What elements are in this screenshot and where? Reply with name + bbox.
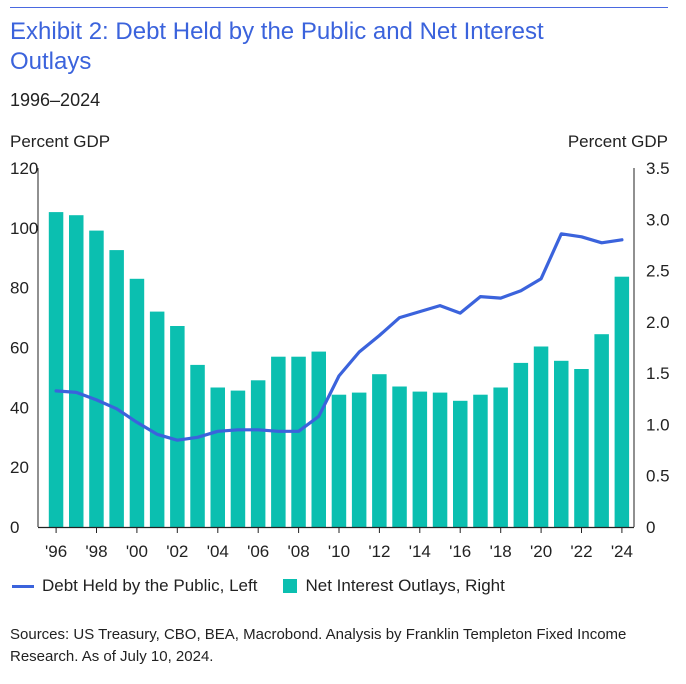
x-tick-label: '10 <box>328 542 350 561</box>
bar-2015 <box>432 392 448 527</box>
chart-area: 120 100 80 60 40 20 0 3.5 3.0 2.5 2.0 1.5 1.0 0.5 0 '… <box>10 159 670 561</box>
x-tick-label: '16 <box>449 542 471 561</box>
x-tick-label: '12 <box>368 542 390 561</box>
left-tick-label: 120 <box>10 159 38 178</box>
debt-line <box>54 232 624 442</box>
x-tick-label: '14 <box>409 542 431 561</box>
bar-2018 <box>493 387 508 527</box>
bar-2019 <box>513 362 529 527</box>
bar-1997 <box>69 215 84 527</box>
bar-2016 <box>453 400 468 527</box>
bar-2003 <box>190 364 205 527</box>
right-tick-labels: 3.5 3.0 2.5 2.0 1.5 1.0 0.5 0 <box>646 159 670 537</box>
top-rule <box>10 7 668 8</box>
x-tick-label: '18 <box>490 542 512 561</box>
x-tick-label: '20 <box>530 542 552 561</box>
chart-title: Exhibit 2: Debt Held by the Public and N… <box>10 18 544 75</box>
right-tick-label: 3.0 <box>646 210 670 229</box>
bar-2010 <box>331 394 347 527</box>
left-tick-label: 40 <box>10 398 29 417</box>
line-series <box>54 232 624 442</box>
left-tick-label: 0 <box>10 518 19 537</box>
x-tick-label: '02 <box>166 542 188 561</box>
legend-line-swatch <box>12 584 34 588</box>
bar-2023 <box>594 334 609 527</box>
bar-2012 <box>372 374 387 527</box>
bar-2020 <box>533 346 549 527</box>
left-axis-unit: Percent GDP <box>10 132 111 151</box>
bar-2008 <box>291 356 306 527</box>
left-tick-label: 20 <box>10 458 29 477</box>
bar-2005 <box>230 390 246 527</box>
bar-2001 <box>149 311 165 527</box>
x-tick-label: '00 <box>126 542 148 561</box>
bar-2014 <box>412 391 428 527</box>
bar-series <box>48 212 630 527</box>
x-tick-labels: '96 '98 '00 '02 '04 '06 '08 '10 '12 '14 '16 '18 '20 '… <box>45 527 633 561</box>
legend-line-label: Debt Held by the Public, Left <box>42 576 258 595</box>
x-tick-label: '06 <box>247 542 269 561</box>
right-tick-label: 0 <box>646 518 655 537</box>
x-tick-label: '04 <box>207 542 229 561</box>
x-tick-label: '24 <box>611 542 633 561</box>
bar-2002 <box>170 326 185 527</box>
source-note: Sources: US Treasury, CBO, BEA, Macrobon… <box>10 626 627 665</box>
right-tick-label: 1.5 <box>646 364 670 383</box>
left-tick-label: 100 <box>10 219 38 238</box>
x-tick-label: '96 <box>45 542 67 561</box>
x-tick-label: '08 <box>288 542 310 561</box>
bar-2006 <box>250 380 266 527</box>
x-tick-label: '98 <box>85 542 107 561</box>
bar-2024 <box>614 276 630 527</box>
right-tick-label: 2.5 <box>646 262 670 281</box>
bar-2013 <box>392 386 407 527</box>
bar-2022 <box>574 369 589 527</box>
bar-2021 <box>554 360 569 527</box>
bar-1996 <box>48 212 64 527</box>
right-tick-label: 1.0 <box>646 415 670 434</box>
bar-2009 <box>311 351 326 527</box>
bar-1998 <box>89 230 104 527</box>
left-tick-label: 60 <box>10 339 29 358</box>
bar-2000 <box>129 278 145 527</box>
right-tick-label: 0.5 <box>646 467 670 486</box>
bar-2017 <box>473 394 488 527</box>
bar-2004 <box>210 387 225 527</box>
right-tick-label: 2.0 <box>646 313 670 332</box>
left-tick-label: 80 <box>10 279 29 298</box>
legend-bar-swatch <box>283 579 298 593</box>
legend-bar-label: Net Interest Outlays, Right <box>305 576 505 595</box>
x-tick-label: '22 <box>570 542 592 561</box>
chart-subtitle: 1996–2024 <box>10 90 101 110</box>
legend: Debt Held by the Public, Left Net Intere… <box>12 576 505 596</box>
left-tick-labels: 120 100 80 60 40 20 0 <box>10 159 38 537</box>
bar-1999 <box>109 250 124 527</box>
bar-2007 <box>271 356 286 527</box>
right-tick-label: 3.5 <box>646 159 670 178</box>
bar-2011 <box>351 392 367 527</box>
right-axis-unit: Percent GDP <box>567 132 668 151</box>
